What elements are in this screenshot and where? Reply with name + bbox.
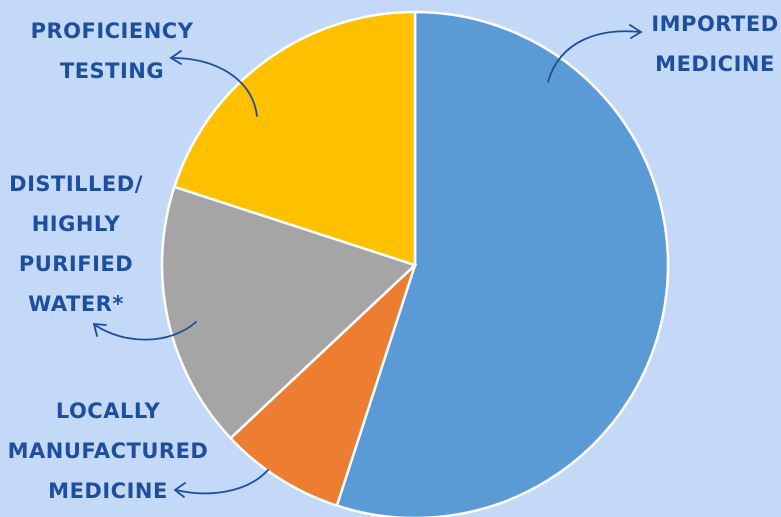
slices bbox=[160, 10, 670, 517]
arrow bbox=[92, 321, 197, 341]
pie-slice bbox=[335, 10, 670, 517]
arrow bbox=[173, 469, 269, 498]
arrows bbox=[92, 24, 643, 498]
pie-slice bbox=[160, 185, 418, 440]
arrow bbox=[169, 50, 258, 117]
slice-label: DISTILLED/HIGHLY PURIFIED WATER* bbox=[9, 172, 143, 316]
pie-slice bbox=[172, 10, 417, 267]
pie-slice bbox=[228, 264, 417, 508]
slice-label: IMPORTED MEDICINE bbox=[651, 12, 778, 76]
slice-label: LOCALLY MANUFACTURED MEDICINE bbox=[8, 399, 209, 503]
slice-label: PROFICIENCY TESTING bbox=[31, 19, 194, 83]
arrow bbox=[547, 24, 643, 83]
